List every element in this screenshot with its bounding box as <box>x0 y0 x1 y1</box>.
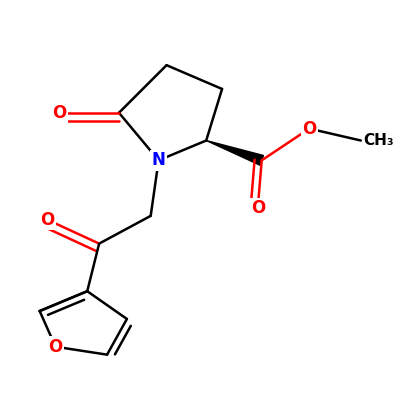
Text: O: O <box>52 104 67 122</box>
Text: O: O <box>48 338 63 356</box>
Text: O: O <box>40 211 55 229</box>
Text: N: N <box>152 151 166 169</box>
Text: CH₃: CH₃ <box>363 133 394 148</box>
Text: O: O <box>302 120 316 138</box>
Polygon shape <box>206 140 264 165</box>
Text: O: O <box>251 199 265 217</box>
